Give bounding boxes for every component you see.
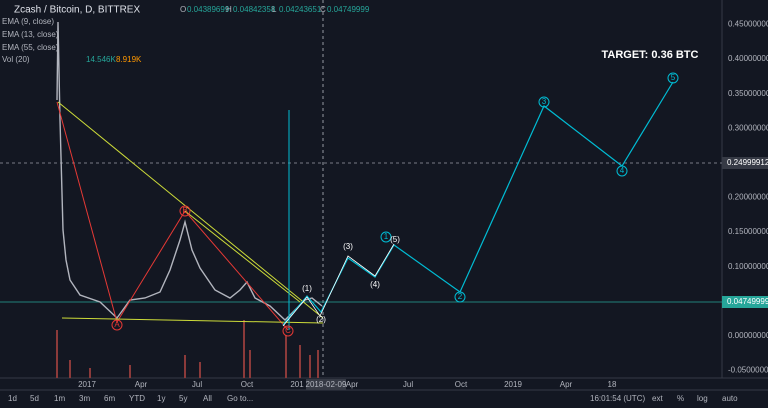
price-tick-label: 0.00000000 bbox=[728, 331, 768, 340]
wave-label: (4) bbox=[370, 280, 380, 289]
volume-bars bbox=[56, 320, 319, 378]
ohlc-value: 0.04749999 bbox=[327, 5, 370, 14]
price-tick-label: 0.35000000 bbox=[728, 89, 768, 98]
range-button[interactable]: 1m bbox=[54, 394, 65, 403]
ohlc-value: 0.04243651 bbox=[279, 5, 322, 14]
last-marker bbox=[722, 296, 768, 308]
symbol-title[interactable]: Zcash / Bitcoin, D, BITTREX bbox=[14, 5, 140, 16]
wave-circle bbox=[454, 291, 466, 303]
target-annotation: TARGET: 0.36 BTC bbox=[602, 49, 699, 61]
wave-circle bbox=[616, 165, 628, 177]
wave-label: 1 bbox=[384, 232, 389, 241]
wave-circle bbox=[538, 96, 550, 108]
ohlc-key: H bbox=[226, 5, 232, 14]
ohlc-key: C bbox=[320, 5, 326, 14]
time-tick-label: 2018-02-09 bbox=[306, 380, 347, 389]
wave-label: (5) bbox=[390, 235, 400, 244]
wave-label: (1) bbox=[302, 284, 312, 293]
range-button[interactable]: YTD bbox=[129, 394, 145, 403]
range-button[interactable]: 1y bbox=[157, 394, 165, 403]
time-marker bbox=[306, 379, 346, 390]
indicator[interactable]: EMA (55, close) bbox=[2, 43, 59, 52]
time-tick-label: Oct bbox=[241, 380, 254, 389]
wave-label: (2) bbox=[316, 315, 326, 324]
wave-label: B bbox=[182, 206, 187, 215]
wave-circle bbox=[380, 231, 392, 243]
time-tick-label: 2017 bbox=[78, 380, 96, 389]
wave-circle bbox=[111, 319, 123, 331]
price-tick-label: 0.45000000 bbox=[728, 20, 768, 29]
time-tick-label: Apr bbox=[346, 380, 359, 389]
range-button[interactable]: Go to... bbox=[227, 394, 253, 403]
wave-circle bbox=[282, 325, 294, 337]
wave-label: 3 bbox=[542, 97, 547, 106]
time-tick-label: 201 bbox=[290, 380, 304, 389]
range-button[interactable]: 3m bbox=[79, 394, 90, 403]
toolbar: 1d 5d 1m 3m 6m YTD 1y 5y All Go to... 16:01:54 (UT… bbox=[8, 394, 738, 403]
ohlc-value: 0.04389699 bbox=[187, 5, 230, 14]
wave-label: 2 bbox=[458, 292, 463, 301]
minor-waves bbox=[282, 243, 395, 327]
time-tick-label: Apr bbox=[135, 380, 148, 389]
range-button[interactable]: 5y bbox=[179, 394, 187, 403]
range-button[interactable]: 1d bbox=[8, 394, 17, 403]
price-tick-label: 0.30000000 bbox=[728, 123, 768, 132]
time-tick-label: 18 bbox=[608, 380, 617, 389]
price-tick-label: 0.15000000 bbox=[728, 227, 768, 236]
scale-option[interactable]: auto bbox=[722, 394, 738, 403]
price-tick-label: 0.20000000 bbox=[728, 193, 768, 202]
time-tick-label: Jul bbox=[403, 380, 413, 389]
range-button[interactable]: All bbox=[203, 394, 212, 403]
wave-label: C bbox=[285, 326, 291, 335]
wave-label: A bbox=[114, 320, 120, 329]
wave-label: (3) bbox=[343, 242, 353, 251]
range-button[interactable]: 5d bbox=[30, 394, 39, 403]
time-axis: 2017 Apr Jul Oct 201 2018-02-09 Apr Jul Oct 2019 A… bbox=[78, 379, 617, 390]
trend-mid bbox=[184, 210, 301, 303]
scale-option[interactable]: log bbox=[697, 394, 708, 403]
scale-option[interactable]: ext bbox=[652, 394, 663, 403]
indicator[interactable]: EMA (9, close) bbox=[2, 17, 54, 26]
price-series bbox=[56, 21, 323, 321]
ohlc-key: O bbox=[180, 5, 186, 14]
projection bbox=[282, 81, 674, 326]
indicator[interactable]: Vol (20) bbox=[2, 55, 30, 64]
wave-circle bbox=[179, 205, 191, 217]
time-tick-label: Oct bbox=[455, 380, 468, 389]
price-tick-label: 0.10000000 bbox=[728, 262, 768, 271]
volume-value: 8.919K bbox=[116, 55, 142, 64]
volume-value: 14.546K bbox=[86, 55, 116, 64]
crosshair-price: 0.24999912 bbox=[727, 158, 768, 167]
time-tick-label: Apr bbox=[560, 380, 573, 389]
indicator[interactable]: EMA (13, close) bbox=[2, 30, 59, 39]
ohlc-key: L bbox=[272, 5, 277, 14]
abc-lines bbox=[56, 101, 289, 331]
wave-circle bbox=[667, 72, 679, 84]
price-tick-label: 0.40000000 bbox=[728, 54, 768, 63]
wave-label: 4 bbox=[620, 166, 625, 175]
time-tick-label: 2019 bbox=[504, 380, 522, 389]
time-tick-label: Jul bbox=[192, 380, 202, 389]
last-price: 0.04749999 bbox=[727, 297, 768, 306]
ohlc-value: 0.04842358 bbox=[233, 5, 276, 14]
scale-option[interactable]: % bbox=[677, 394, 684, 403]
clock: 16:01:54 (UTC) bbox=[590, 394, 645, 403]
wave-label: 5 bbox=[671, 73, 676, 82]
trend-upper bbox=[57, 101, 324, 319]
trend-lower bbox=[61, 317, 324, 324]
crosshair-marker bbox=[722, 157, 768, 169]
range-button[interactable]: 6m bbox=[104, 394, 115, 403]
